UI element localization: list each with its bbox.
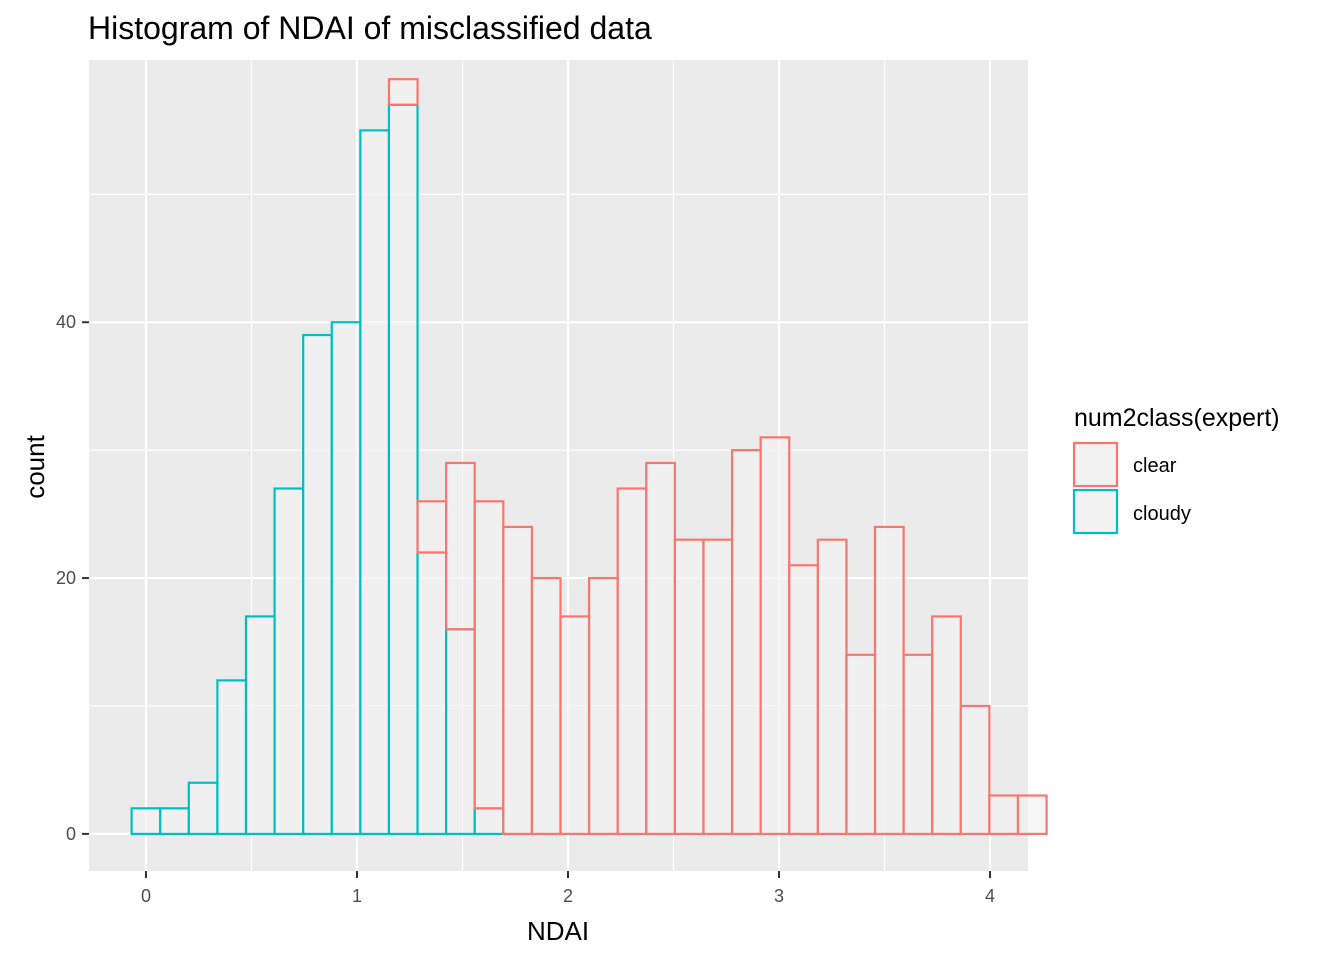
bar-cloudy-12	[473, 807, 505, 836]
bar-cloudy-9	[387, 103, 419, 836]
bar-clear-28	[931, 615, 962, 836]
legend-label-clear: clear	[1133, 455, 1177, 477]
bar-cloudy-5	[273, 487, 305, 836]
y-tick-label: 0	[66, 824, 76, 844]
x-axis-title: NDAI	[527, 916, 589, 946]
bar-cloudy-4	[244, 615, 276, 836]
bar-cloudy-11	[445, 628, 476, 836]
bar-clear-13	[502, 525, 534, 836]
bar-clear-16	[587, 576, 619, 836]
bar-clear-23	[788, 564, 819, 836]
bar-clear-24	[816, 538, 848, 836]
x-tick-label: 4	[985, 886, 995, 906]
bar-cloudy-8	[359, 129, 391, 836]
bar-cloudy-2	[187, 781, 219, 836]
bar-cloudy-0	[130, 807, 162, 836]
bar-cloudy-3	[216, 679, 248, 836]
legend-key-cloudy	[1072, 488, 1119, 535]
x-tick-label: 3	[774, 886, 784, 906]
chart-title: Histogram of NDAI of misclassified data	[88, 10, 652, 46]
legend-title: num2class(expert)	[1074, 404, 1280, 432]
bar-clear-30	[988, 794, 1020, 836]
bars	[130, 78, 1048, 836]
y-tick-label: 40	[56, 312, 76, 332]
bar-clear-12	[473, 500, 505, 810]
bar-clear-14	[530, 576, 562, 836]
x-tick-label: 2	[563, 886, 573, 906]
bar-clear-9	[387, 78, 419, 106]
x-axis: 0 1 2 3 4	[141, 871, 995, 906]
bar-clear-15	[559, 615, 591, 836]
legend-label-cloudy: cloudy	[1133, 503, 1191, 525]
bar-clear-18	[645, 461, 676, 836]
y-axis-title: count	[20, 434, 50, 498]
legend: num2class(expert) clear cloudy	[1072, 404, 1280, 535]
bar-clear-22	[759, 436, 791, 836]
legend-key-clear	[1072, 441, 1119, 488]
bar-clear-29	[959, 704, 991, 836]
x-tick-label: 0	[141, 886, 151, 906]
bar-cloudy-10	[416, 551, 448, 836]
x-tick-label: 1	[352, 886, 362, 906]
bar-clear-26	[873, 525, 905, 836]
bar-clear-10	[416, 500, 448, 554]
bar-clear-27	[902, 653, 934, 836]
bar-clear-31	[1016, 794, 1048, 836]
bar-cloudy-7	[330, 321, 362, 836]
y-axis: 0 20 40	[56, 312, 89, 844]
bar-clear-25	[845, 653, 877, 836]
bar-clear-17	[616, 487, 648, 836]
bar-clear-20	[702, 538, 734, 836]
bar-cloudy-1	[159, 807, 190, 836]
bar-clear-11	[445, 461, 476, 631]
bar-clear-19	[673, 538, 705, 836]
bar-clear-21	[730, 449, 762, 836]
bar-cloudy-6	[302, 333, 333, 836]
y-tick-label: 20	[56, 568, 76, 588]
